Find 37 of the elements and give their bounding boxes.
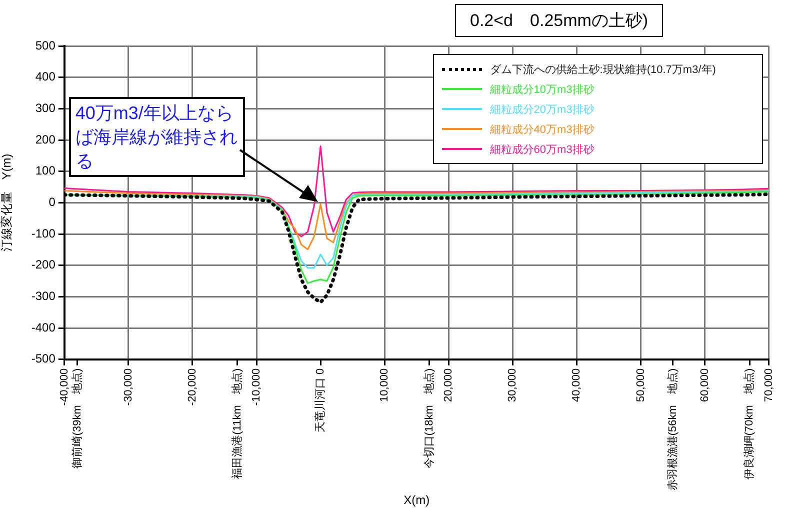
x-tick-label: 御前崎(39km 地点)	[70, 368, 84, 469]
x-tick-label: 40,000	[570, 368, 583, 402]
y-tick-label: -100	[31, 226, 56, 240]
y-tick-label: 500	[35, 38, 56, 52]
x-tick-label: -30,000	[122, 368, 134, 406]
x-tick-label: 赤羽根漁港(56km 地点)	[666, 368, 679, 491]
x-tick-label: 20,000	[442, 368, 455, 402]
legend-label: 細粒成分10万m3排砂	[490, 82, 594, 96]
x-tick-label: 60,000	[698, 368, 711, 402]
text: 0.2<d 0.25mmの土砂)	[455, 4, 664, 37]
y-axis-title: 汀線変化量 Y(m)	[0, 154, 14, 252]
x-tick-label: 30,000	[506, 368, 519, 402]
legend-label: 細粒成分40万m3排砂	[490, 122, 594, 136]
legend-label: 細粒成分60万m3排砂	[490, 142, 594, 156]
x-tick-label: 伊良湖岬(70km 地点)	[742, 368, 756, 480]
x-tick-label: -10,000	[250, 368, 263, 406]
y-tick-label: 0	[48, 195, 56, 209]
y-tick-label: -300	[31, 289, 56, 304]
x-axis-title: X(m)	[404, 493, 430, 508]
legend-label: 細粒成分20万m3排砂	[490, 102, 594, 116]
legend-label: ダム下流への供給土砂:現状維持(10.7万m3/年)	[490, 62, 716, 76]
y-tick-label: 100	[35, 164, 56, 178]
x-tick-label: 10,000	[378, 368, 391, 402]
y-tick-label: -400	[31, 320, 56, 334]
x-tick-label: -40,000	[58, 368, 70, 406]
annotation: 40万m3/年以上ならば海岸線が維持される	[69, 97, 246, 177]
x-tick-label: 福田漁港(11km 地点)	[230, 368, 244, 479]
x-tick-label: 天竜川河口 0	[314, 368, 327, 433]
x-tick-label: 70,000	[762, 368, 775, 402]
y-tick-label: 200	[35, 132, 56, 146]
y-tick-label: -500	[31, 352, 56, 366]
x-tick-label: 今切口(18km 地点)	[422, 368, 436, 469]
x-tick-label: -20,000	[186, 368, 199, 406]
y-tick-label: 300	[35, 100, 56, 115]
y-tick-label: 400	[35, 70, 56, 84]
x-tick-label: 50,000	[634, 368, 647, 402]
y-tick-label: -200	[31, 258, 56, 272]
